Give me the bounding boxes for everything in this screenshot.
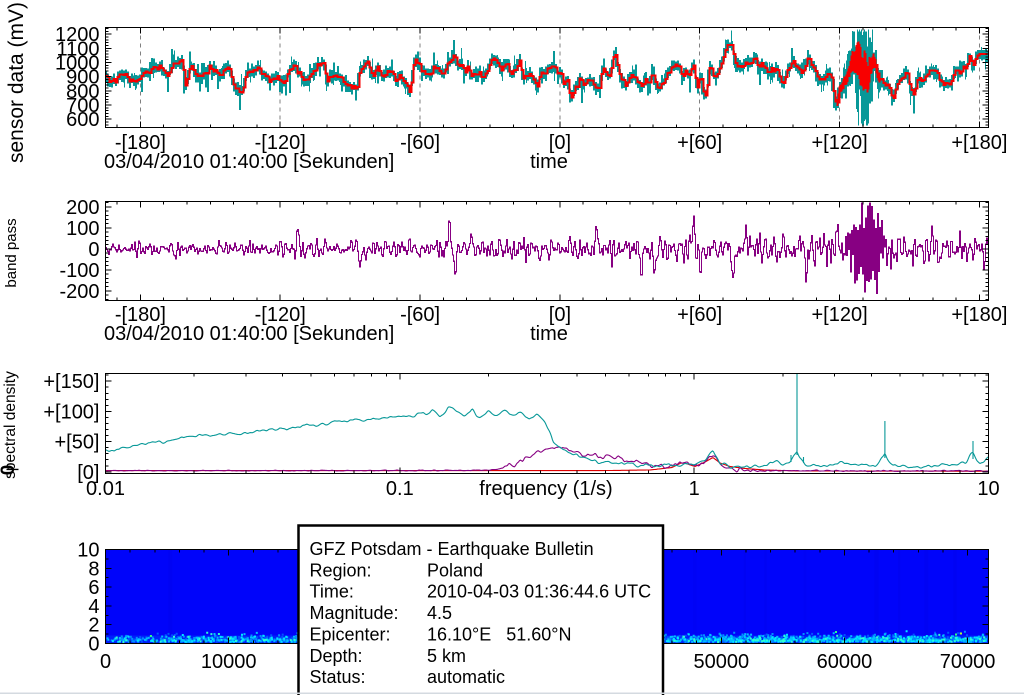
svg-text:automatic: automatic [427,667,505,687]
svg-text:8: 8 [88,558,99,580]
svg-text:03/04/2010 01:40:00 [Sekunden]: 03/04/2010 01:40:00 [Sekunden] [104,151,394,173]
svg-text:-[120]: -[120] [255,132,306,154]
svg-text:Magnitude:: Magnitude: [310,603,399,623]
svg-text:100: 100 [66,218,99,240]
svg-text:[0]: [0] [549,132,571,154]
svg-text:0: 0 [100,651,111,673]
svg-text:-100: -100 [59,260,99,282]
svg-text:0.1: 0.1 [386,478,414,500]
svg-text:+[60]: +[60] [677,304,722,326]
svg-text:10000: 10000 [201,651,257,673]
svg-text:0: 0 [88,634,99,656]
svg-text:Epicenter:: Epicenter: [310,624,391,644]
svg-text:+[180]: +[180] [951,304,1007,326]
svg-text:+[150]: +[150] [43,371,99,393]
svg-text:+[50]: +[50] [54,432,99,454]
svg-text:2010-04-03 01:36:44.6 UTC: 2010-04-03 01:36:44.6 UTC [427,582,651,602]
svg-text:4.5: 4.5 [427,603,452,623]
svg-text:70000: 70000 [940,651,996,673]
svg-text:10: 10 [77,540,99,562]
svg-text:+[180]: +[180] [951,132,1007,154]
svg-text:0.01: 0.01 [86,478,125,500]
svg-text:[0]: [0] [77,462,99,484]
svg-text:+[60]: +[60] [677,132,722,154]
svg-text:1000: 1000 [55,52,100,74]
svg-text:800: 800 [66,81,99,103]
svg-text:10: 10 [977,478,999,500]
svg-text:sensor data (mV): sensor data (mV) [5,2,28,163]
svg-text:200: 200 [66,197,99,219]
svg-text:-[120]: -[120] [255,304,306,326]
svg-text:16.10°E 51.60°N: 16.10°E 51.60°N [427,624,572,644]
svg-text:band pass: band pass [3,218,20,287]
svg-text:2: 2 [88,615,99,637]
svg-text:0: 0 [0,465,19,476]
svg-text:Depth:: Depth: [310,646,363,666]
svg-text:+[120]: +[120] [812,304,868,326]
svg-text:+[100]: +[100] [43,401,99,423]
svg-text:Time:: Time: [310,582,354,602]
svg-text:-[180]: -[180] [115,304,166,326]
svg-text:5 km: 5 km [427,646,466,666]
svg-text:700: 700 [66,95,99,117]
svg-text:-[60]: -[60] [400,304,440,326]
svg-text:spectral density: spectral density [2,371,19,479]
svg-text:Poland: Poland [427,560,483,580]
svg-text:6: 6 [88,577,99,599]
svg-text:time: time [530,323,568,345]
svg-text:50000: 50000 [693,651,749,673]
svg-text:03/04/2010 01:40:00 [Sekunden]: 03/04/2010 01:40:00 [Sekunden] [104,323,394,345]
svg-text:1200: 1200 [55,24,100,46]
svg-text:900: 900 [66,67,99,89]
svg-text:+[120]: +[120] [812,132,868,154]
svg-text:1100: 1100 [56,38,99,60]
svg-text:time: time [530,151,568,173]
svg-text:1: 1 [689,478,700,500]
svg-text:-200: -200 [59,281,99,303]
svg-text:-[180]: -[180] [115,132,166,154]
svg-text:600: 600 [66,109,99,131]
svg-text:Region:: Region: [310,560,372,580]
svg-text:4: 4 [88,596,99,618]
svg-text:0: 0 [88,239,99,261]
svg-text:[0]: [0] [549,304,571,326]
svg-text:60000: 60000 [817,651,873,673]
svg-text:-[60]: -[60] [400,132,440,154]
svg-text:GFZ Potsdam - Earthquake Bulle: GFZ Potsdam - Earthquake Bulletin [310,539,594,559]
svg-text:Status:: Status: [310,667,366,687]
svg-text:frequency (1/s): frequency (1/s) [479,478,612,500]
